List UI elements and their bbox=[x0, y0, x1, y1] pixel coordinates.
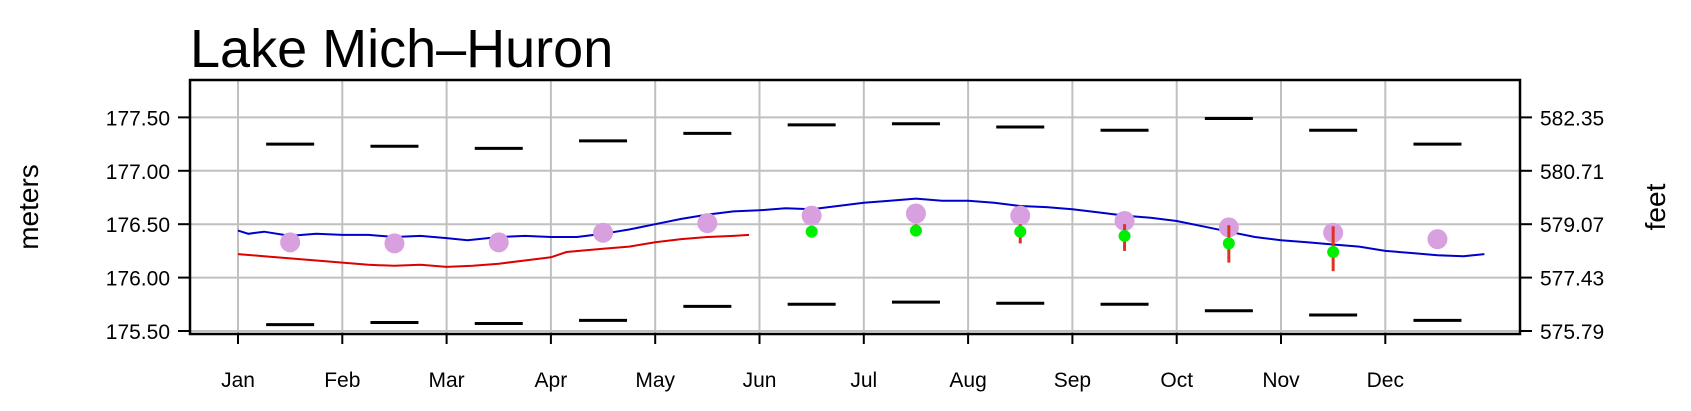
y-tick-label-right: 580.71 bbox=[1540, 161, 1604, 184]
monthly-average-point bbox=[488, 232, 509, 253]
series-line-2 bbox=[237, 233, 750, 268]
monthly-average-point bbox=[1114, 210, 1135, 231]
monthly-average-point bbox=[697, 213, 718, 234]
forecast-point bbox=[1118, 229, 1131, 242]
x-tick-label: Jan bbox=[221, 369, 255, 392]
monthly-average-points bbox=[280, 203, 1448, 254]
monthly-average-point bbox=[801, 205, 822, 226]
y-tick-label-right: 582.35 bbox=[1540, 107, 1604, 130]
x-tick-label: Aug bbox=[949, 369, 986, 392]
x-tick-label: Oct bbox=[1160, 369, 1193, 392]
y-axis-label-right: feet bbox=[1640, 183, 1671, 230]
y-tick-label-left: 177.50 bbox=[106, 107, 170, 130]
forecast-point bbox=[1327, 245, 1340, 258]
y-tick-label-right: 579.07 bbox=[1540, 214, 1604, 237]
x-tick-label: Feb bbox=[324, 369, 360, 392]
y-tick-label-right: 577.43 bbox=[1540, 268, 1604, 291]
grid-lines bbox=[190, 80, 1520, 334]
x-tick-label: Apr bbox=[535, 369, 568, 392]
monthly-average-point bbox=[905, 203, 926, 224]
x-tick-label: Dec bbox=[1367, 369, 1404, 392]
monthly-average-point bbox=[1427, 229, 1448, 250]
y-tick-label-left: 176.50 bbox=[106, 214, 170, 237]
monthly-average-point bbox=[1010, 205, 1031, 226]
x-tick-label: Jul bbox=[850, 369, 877, 392]
y-axis-label-left: meters bbox=[13, 164, 44, 250]
x-tick-label: Jun bbox=[743, 369, 777, 392]
forecast-points bbox=[805, 224, 1340, 272]
monthly-average-point bbox=[280, 232, 301, 253]
series-line-1 bbox=[237, 197, 1485, 258]
x-tick-label: Mar bbox=[429, 369, 465, 392]
monthly-average-point bbox=[384, 233, 405, 254]
series-lines bbox=[237, 197, 1485, 268]
y-tick-label-left: 175.50 bbox=[106, 321, 170, 344]
forecast-point bbox=[909, 224, 922, 237]
x-tick-label: Nov bbox=[1262, 369, 1300, 392]
axes: Jan Feb Mar Apr May Jun Jul Aug Sep Oct Nov Dec 177.… bbox=[106, 107, 1604, 392]
plot-frame bbox=[188, 78, 1522, 336]
forecast-point bbox=[1014, 225, 1027, 238]
range-marks bbox=[266, 116, 1462, 327]
x-tick-label: Sep bbox=[1054, 369, 1091, 392]
x-tick-label: May bbox=[635, 369, 675, 392]
y-tick-label-left: 177.00 bbox=[106, 161, 170, 184]
monthly-average-point bbox=[593, 222, 614, 243]
y-tick-label-left: 176.00 bbox=[106, 268, 170, 291]
forecast-point bbox=[805, 225, 818, 238]
chart-title: Lake Mich–Huron bbox=[190, 19, 613, 79]
y-tick-label-right: 575.79 bbox=[1540, 321, 1604, 344]
forecast-point bbox=[1222, 237, 1235, 250]
